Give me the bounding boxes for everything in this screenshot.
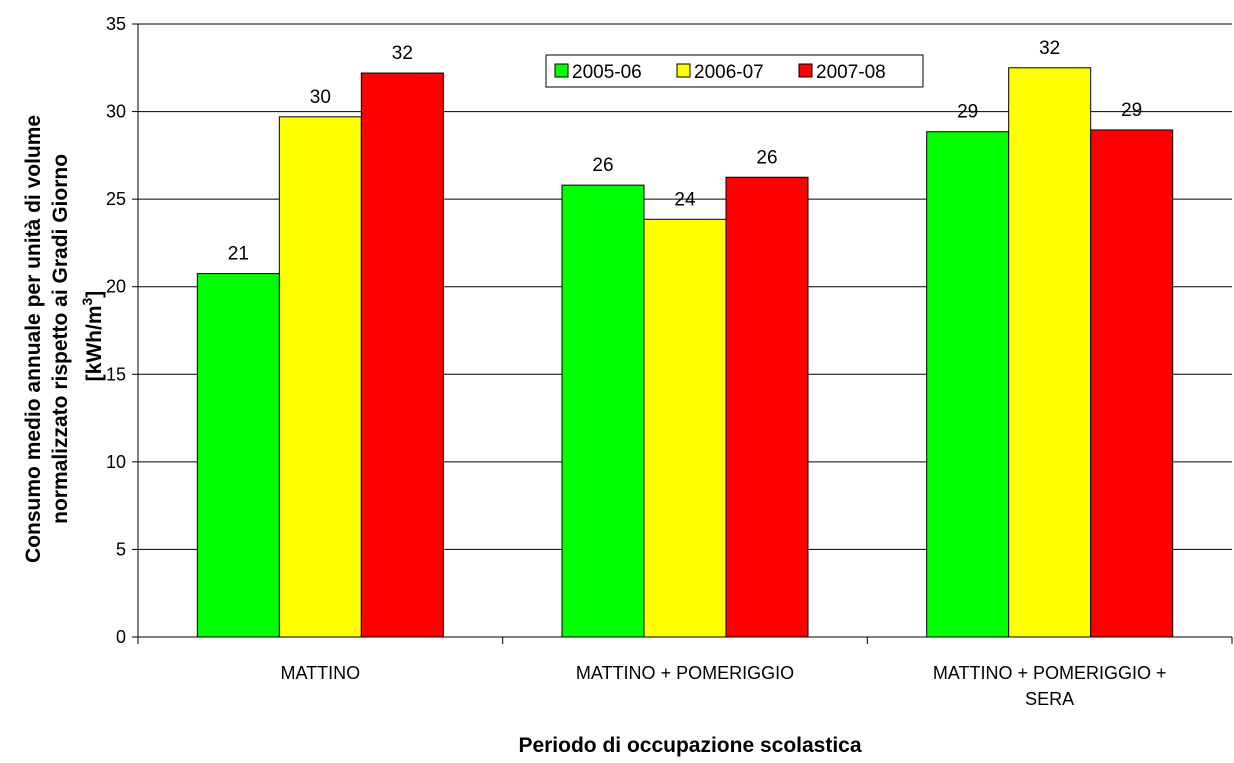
y-tick-label: 15	[106, 364, 126, 384]
category-label: MATTINO + POMERIGGIO	[576, 663, 794, 683]
y-tick-label: 10	[106, 452, 126, 472]
y-axis-title: Consumo medio annuale per unità di volum…	[22, 109, 106, 563]
legend-label: 2007-08	[816, 62, 886, 83]
bar-2005-06	[926, 131, 1010, 638]
bars	[196, 67, 1174, 638]
data-label: 32	[1039, 38, 1060, 59]
bar-2007-08	[360, 72, 444, 638]
x-axis-title: Periodo di occupazione scolastica	[518, 734, 861, 757]
legend: 2005-06 2006-07 2007-08	[545, 54, 924, 88]
legend-box	[545, 54, 924, 88]
legend-label: 2006-07	[694, 62, 764, 83]
axes: 0 5 10 15 20 25 30 35 MATTINO MATTINO + POMERIGGI…	[106, 14, 1233, 709]
y-tick-label: 35	[106, 14, 126, 34]
category-label: MATTINO + POMERIGGIO +	[933, 663, 1167, 683]
legend-swatch-2006-07	[676, 63, 691, 78]
y-axis-title-unit: [kWh/m	[83, 305, 106, 381]
data-labels: 21 30 32 26 24 26 29 32 29	[228, 38, 1142, 265]
data-label: 26	[592, 155, 613, 176]
bar-2005-06	[561, 184, 645, 638]
data-label: 21	[228, 244, 249, 265]
bar-2006-07	[643, 218, 727, 638]
y-tick-label: 5	[116, 539, 126, 559]
y-axis-title-superscript: 3	[79, 297, 95, 305]
legend-swatch-2007-08	[798, 63, 813, 78]
data-label: 30	[310, 87, 331, 108]
legend-label: 2005-06	[572, 62, 642, 83]
bar-2005-06	[196, 273, 280, 638]
bar-2006-07	[1008, 67, 1092, 638]
category-label: MATTINO	[281, 663, 361, 683]
y-tick-label: 25	[106, 189, 126, 209]
data-label: 29	[1121, 100, 1142, 121]
y-axis-title-line-1: Consumo medio annuale per unità di volum…	[22, 115, 45, 563]
data-label: 26	[756, 147, 777, 168]
y-axis-title-line-2: normalizzato rispetto ai Gradi Giorno	[49, 154, 72, 524]
data-label: 24	[674, 189, 696, 210]
bar-2006-07	[278, 116, 362, 638]
bar-2007-08	[725, 176, 809, 638]
bar-2007-08	[1090, 129, 1174, 638]
y-tick-label: 20	[106, 277, 126, 297]
data-label: 29	[957, 102, 978, 123]
legend-swatch-2005-06	[554, 63, 569, 78]
y-tick-label: 0	[116, 627, 126, 647]
y-axis-title-unit-close: ]	[83, 291, 106, 298]
y-tick-label: 30	[106, 102, 126, 122]
data-label: 32	[392, 43, 413, 64]
category-label: SERA	[1025, 689, 1074, 709]
y-axis-title-line-3: [kWh/m3]	[79, 291, 106, 382]
